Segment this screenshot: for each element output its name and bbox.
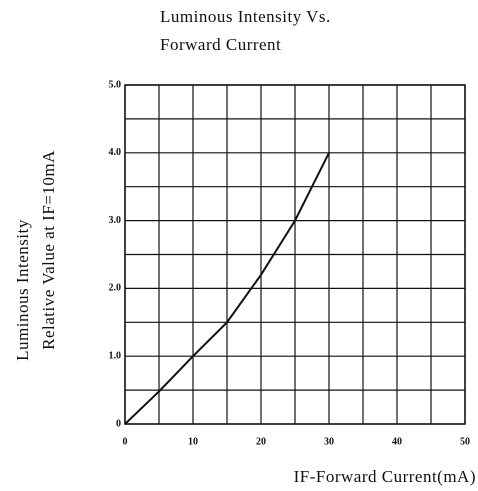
y-tick-label: 2.0 [109, 283, 122, 294]
line [124, 152, 330, 425]
chart-title: Forward Current [160, 35, 281, 54]
y-axis-label: Luminous Intensity [13, 219, 32, 361]
y-tick-label: 4.0 [109, 147, 122, 158]
y-tick-label: 5.0 [109, 79, 122, 90]
x-tick-label: 40 [392, 436, 402, 447]
x-tick-label: 20 [256, 436, 266, 447]
y-tick-label: 1.0 [109, 350, 122, 361]
x-tick-label: 50 [460, 436, 470, 447]
chart-title: Luminous Intensity Vs. [160, 7, 331, 26]
x-tick-label: 10 [188, 436, 198, 447]
plot-frame [124, 84, 466, 425]
y-tick-label: 3.0 [109, 215, 122, 226]
x-tick-label: 0 [123, 436, 128, 447]
y-axis-label: Relative Value at IF=10mA [39, 150, 58, 350]
x-tick-label: 30 [324, 436, 334, 447]
y-tick-label: 0 [116, 418, 121, 429]
x-axis-label: IF-Forward Current(mA) [294, 467, 476, 486]
